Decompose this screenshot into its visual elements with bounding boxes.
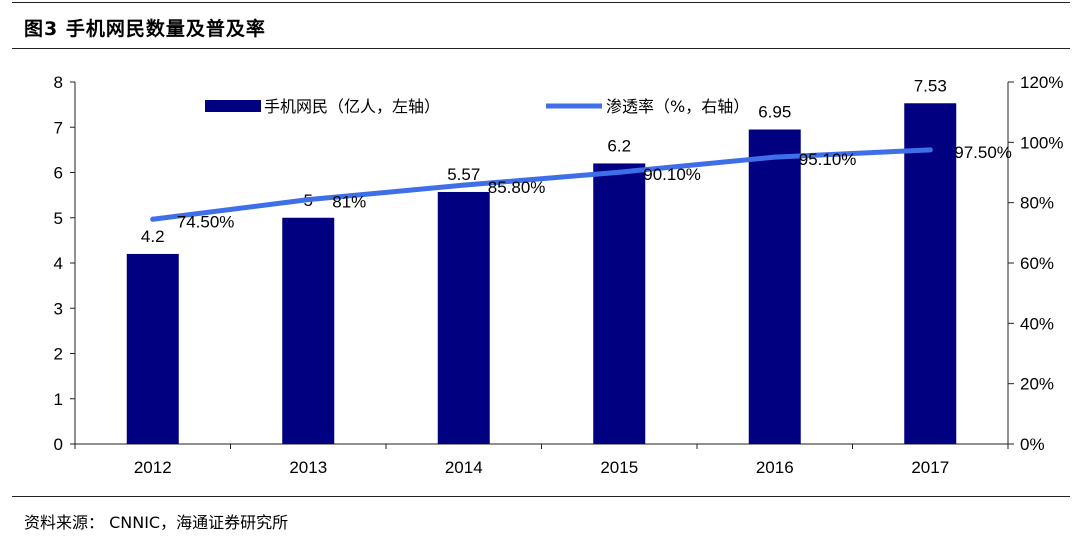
top-rule [12,2,1070,3]
x-tick-label: 2013 [289,458,327,477]
figure-title: 图3 手机网民数量及普及率 [24,18,266,40]
y-right-tick-label: 0% [1020,435,1045,454]
y-left-tick-label: 8 [54,73,63,92]
y-right-tick-label: 80% [1020,194,1054,213]
y-right-tick-label: 40% [1020,314,1054,333]
y-right-tick-label: 20% [1020,375,1054,394]
title-rule [12,48,1070,49]
x-tick-label: 2012 [134,458,172,477]
y-right-tick-label: 100% [1020,133,1063,152]
bottom-rule [12,496,1070,497]
x-tick-label: 2015 [600,458,638,477]
y-left-tick-label: 1 [54,390,63,409]
penetration-line [150,147,933,222]
y-left-tick-label: 5 [54,209,63,228]
line-point-2014 [461,182,467,188]
bar-2016 [748,129,801,444]
line-data-label: 97.50% [954,143,1012,162]
legend-bar-swatch [205,100,261,112]
bar-data-label: 5.57 [447,165,480,184]
line-point-2015 [616,169,622,175]
bar-data-label: 6.2 [607,136,631,155]
bar-2015 [593,163,646,444]
line-data-label: 85.80% [488,178,546,197]
x-tick-label: 2017 [911,458,949,477]
line-point-2012 [150,216,156,222]
line-data-label: 74.50% [177,212,235,231]
bar-2017 [904,103,957,444]
x-tick-label: 2014 [445,458,483,477]
line-point-2016 [772,154,778,160]
y-right-tick-label: 120% [1020,73,1063,92]
bar-data-label: 6.95 [758,103,791,122]
bar-2012 [126,253,179,444]
line-data-label: 81% [332,193,366,212]
bar-data-label: 7.53 [914,76,947,95]
y-left-tick-label: 6 [54,164,63,183]
bar-2013 [282,217,335,444]
bar-data-label: 4.2 [141,227,165,246]
y-left-tick-label: 0 [54,435,63,454]
x-tick-label: 2016 [756,458,794,477]
y-left-tick-label: 7 [54,118,63,137]
legend-bar-label: 手机网民（亿人，左轴） [264,97,440,116]
line-data-label: 95.10% [799,150,857,169]
line-point-2013 [305,197,311,203]
y-right-tick-label: 60% [1020,254,1054,273]
line-data-label: 90.10% [643,165,701,184]
bar-2014 [437,191,490,444]
y-left-tick-label: 2 [54,345,63,364]
source-note: 资料来源： CNNIC，海通证券研究所 [24,513,289,532]
y-left-tick-label: 4 [54,254,63,273]
y-left-tick-label: 3 [54,299,63,318]
legend-line-label: 渗透率（%，右轴） [606,97,749,116]
line-point-2017 [927,147,933,153]
